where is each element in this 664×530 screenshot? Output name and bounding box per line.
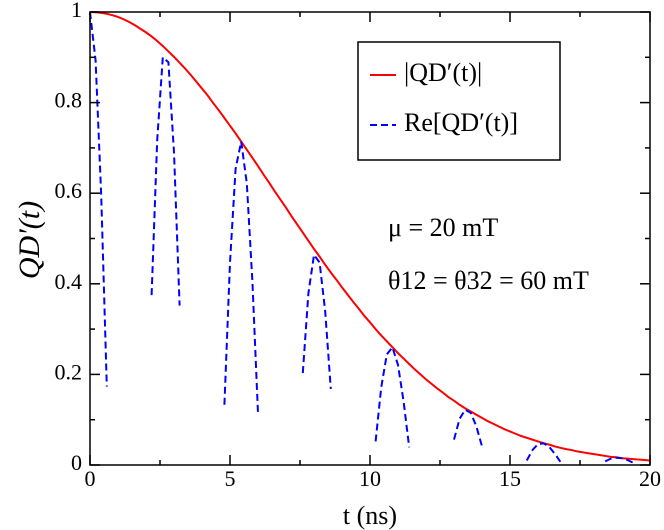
x-tick-label: 0 (85, 466, 96, 491)
y-axis-label: QD′(t) (13, 201, 46, 279)
x-tick-label: 5 (225, 466, 236, 491)
annotation: μ = 20 mT (388, 213, 498, 242)
data-line (89, 11, 651, 462)
x-tick-label: 10 (359, 466, 381, 491)
legend-label: |QD′(t)| (404, 58, 482, 87)
y-tick-label: 0.6 (55, 178, 83, 203)
y-tick-label: 1 (71, 0, 82, 22)
legend-label: Re[QD′(t)] (404, 108, 518, 137)
data-line (89, 11, 634, 464)
x-tick-label: 15 (499, 466, 521, 491)
y-tick-label: 0 (71, 450, 82, 475)
y-tick-label: 0.8 (55, 88, 83, 113)
y-tick-label: 0.4 (55, 269, 83, 294)
x-axis-label: t (ns) (343, 501, 397, 530)
y-tick-label: 0.2 (55, 359, 83, 384)
legend-box (357, 41, 561, 161)
x-tick-label: 20 (639, 466, 661, 491)
annotation: θ12 = θ32 = 60 mT (388, 266, 589, 295)
